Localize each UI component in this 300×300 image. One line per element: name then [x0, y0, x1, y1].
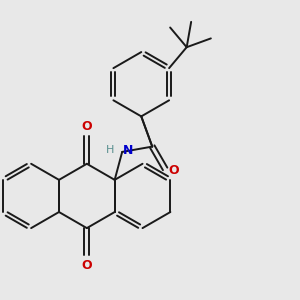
Text: N: N: [123, 144, 134, 157]
Text: O: O: [82, 120, 92, 133]
Text: O: O: [169, 164, 179, 176]
Text: O: O: [82, 259, 92, 272]
Text: H: H: [106, 145, 114, 155]
